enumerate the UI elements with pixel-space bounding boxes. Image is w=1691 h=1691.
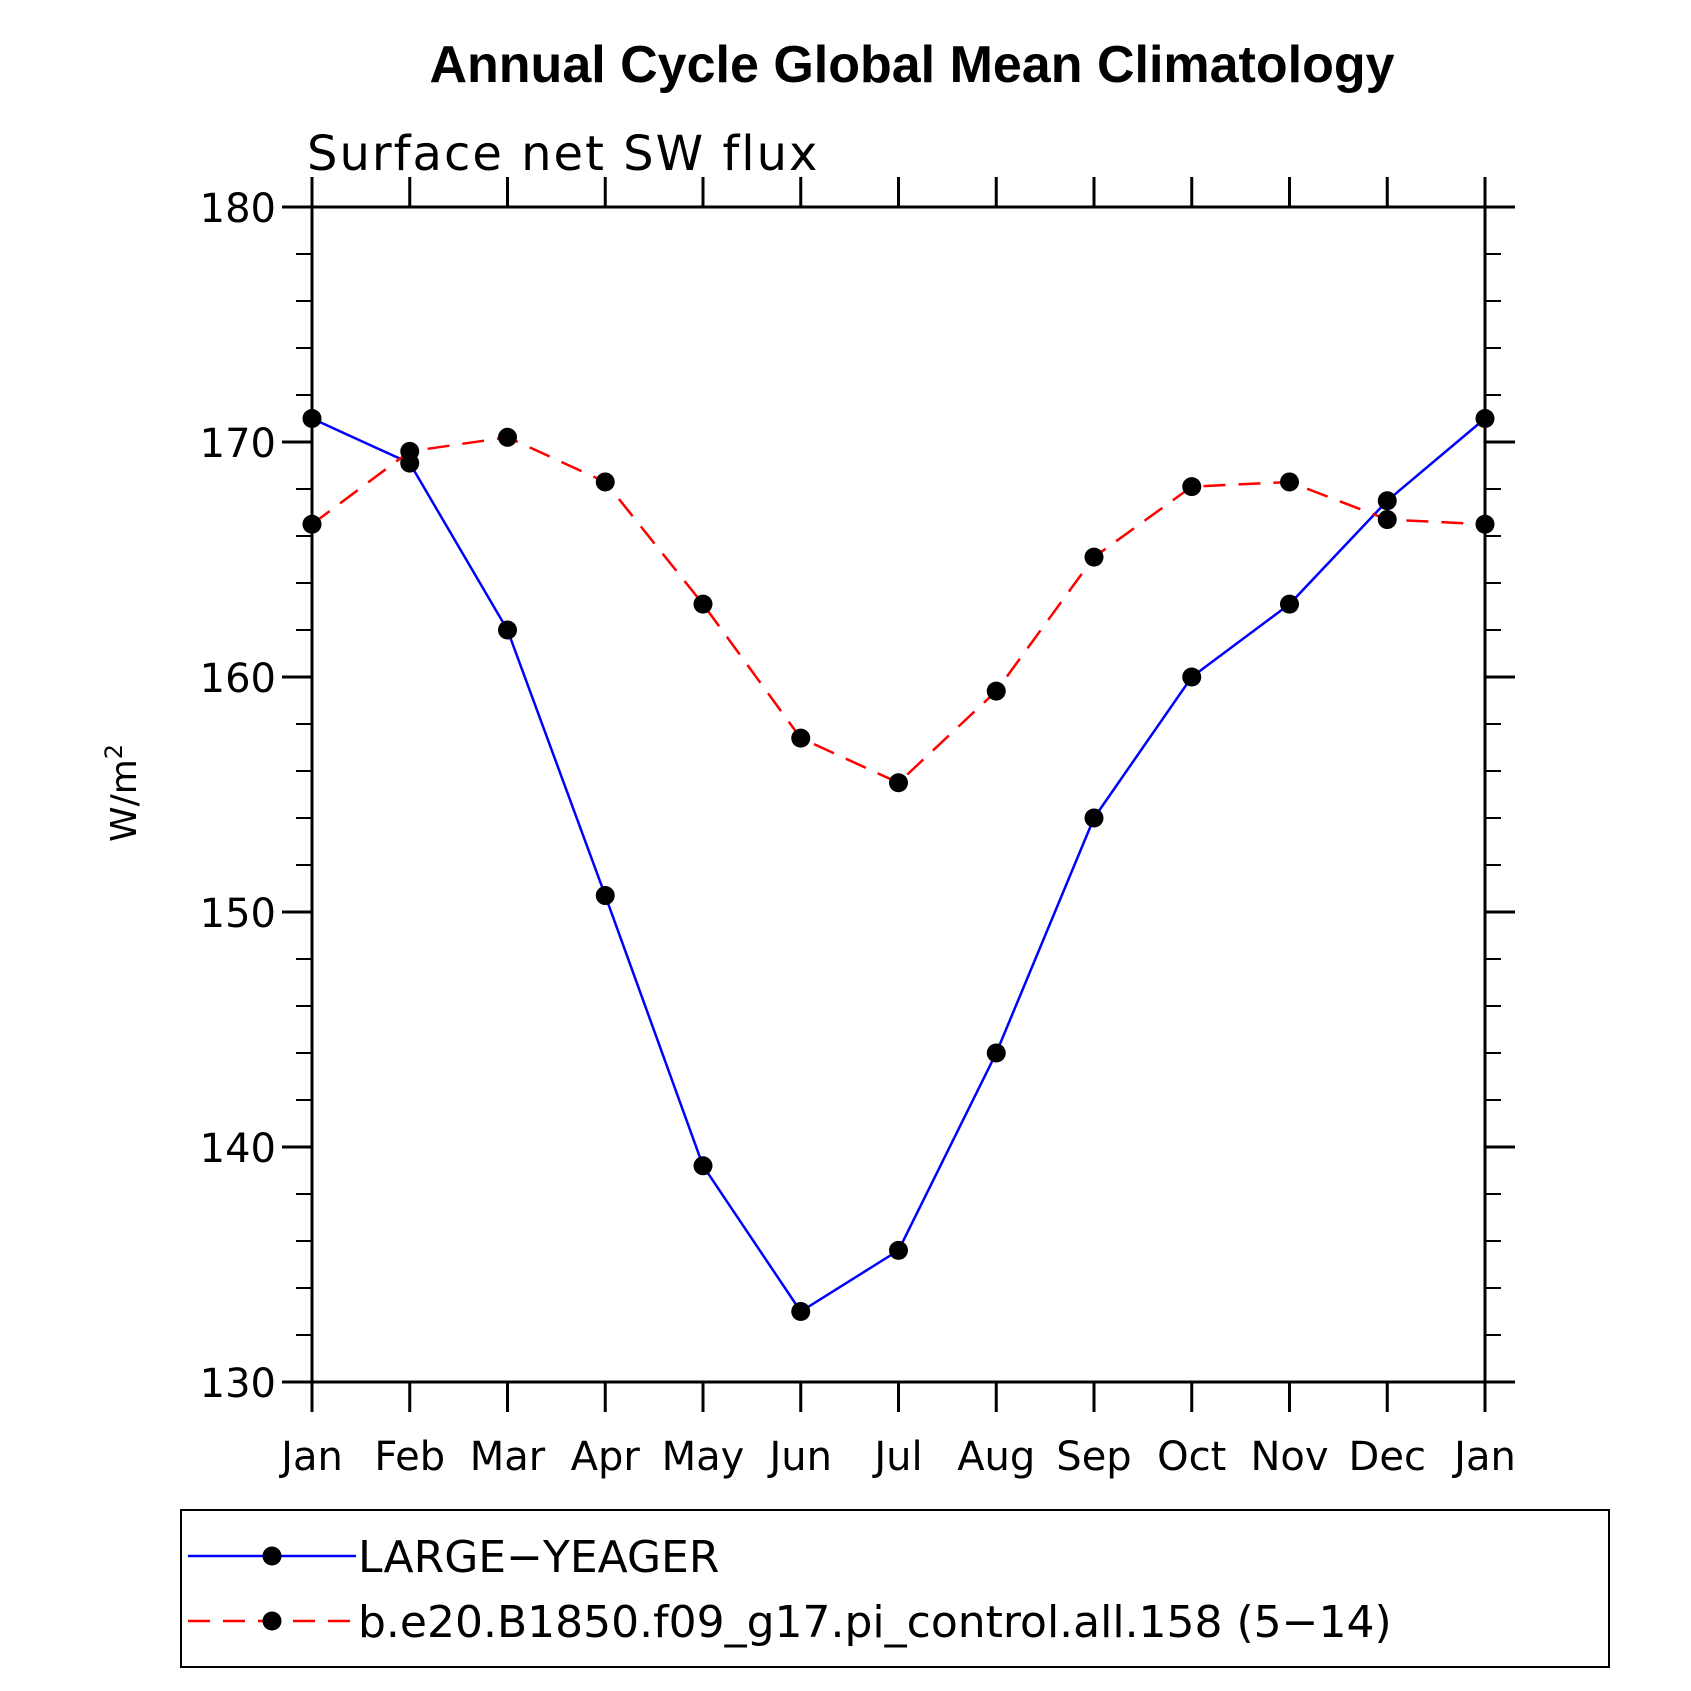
x-tick-label: Dec — [1349, 1434, 1426, 1480]
y-tick-label: 170 — [200, 421, 276, 467]
plot-series — [302, 409, 1495, 1321]
y-tick-label: 140 — [200, 1126, 276, 1172]
series-1-point — [986, 1043, 1006, 1063]
legend-marker-1 — [262, 1546, 282, 1566]
x-tick-label: Jan — [278, 1434, 343, 1480]
series-1-point — [1182, 667, 1202, 687]
x-tick-label: Feb — [374, 1434, 445, 1480]
series-2-point — [1182, 477, 1202, 497]
series-2-point — [986, 681, 1006, 701]
plot-frame — [310, 205, 1487, 1384]
legend: LARGE−YEAGER b.e20.B1850.f09_g17.pi_contr… — [188, 1532, 1392, 1648]
series-line-2 — [311, 436, 1486, 785]
y-axis-title-text: W/m — [104, 759, 145, 842]
axes: 130 140 150 160 170 180 Jan Feb Mar Apr May Jun Jul A… — [200, 177, 1516, 1480]
series-2-point — [791, 728, 811, 748]
x-tick-label: Nov — [1250, 1434, 1328, 1480]
x-tick-label: Mar — [470, 1434, 546, 1480]
x-tick-label: Jun — [767, 1434, 833, 1480]
series-1-point — [498, 620, 517, 640]
x-tick-label: Sep — [1056, 1434, 1131, 1480]
series-1-point — [302, 409, 322, 428]
x-tick-label: Jul — [871, 1434, 922, 1480]
series-2-point — [1084, 547, 1104, 567]
chart-subtitle: Surface net SW flux — [307, 126, 819, 182]
series-1-point — [595, 886, 615, 906]
legend-marker-2 — [262, 1611, 282, 1631]
y-tick-label: 150 — [200, 891, 276, 937]
series-2-point — [302, 514, 322, 534]
series-2-point — [1377, 510, 1397, 530]
series-2-point — [400, 441, 420, 461]
series-2-point — [1475, 514, 1495, 534]
series-1-point — [1475, 409, 1495, 428]
series-1-point — [693, 1156, 713, 1176]
series-line-1 — [311, 417, 1486, 1314]
series-2-point — [693, 594, 713, 614]
y-axis-title: W/m2 — [100, 744, 145, 842]
series-1-point — [1084, 808, 1104, 828]
svg-text:W/m2: W/m2 — [100, 744, 145, 842]
legend-label-1: LARGE−YEAGER — [358, 1532, 719, 1583]
y-tick-label: 180 — [200, 186, 276, 232]
x-tick-label: Apr — [571, 1434, 641, 1480]
series-2-point — [498, 427, 517, 447]
legend-box — [180, 1509, 1610, 1668]
y-tick-label: 160 — [200, 656, 276, 702]
y-tick-label: 130 — [200, 1361, 276, 1407]
series-1-point — [1280, 594, 1299, 614]
series-2-point — [595, 472, 615, 492]
chart-title: Annual Cycle Global Mean Climatology — [429, 36, 1394, 94]
x-tick-label: May — [662, 1434, 745, 1480]
y-axis-title-superscript: 2 — [100, 744, 128, 759]
x-tick-label: Oct — [1157, 1434, 1226, 1480]
series-2-point — [1280, 472, 1299, 492]
series-2-point — [889, 773, 908, 793]
series-1-point — [1377, 491, 1397, 511]
series-1-point — [889, 1240, 908, 1260]
legend-label-2: b.e20.B1850.f09_g17.pi_control.all.158 (… — [358, 1597, 1392, 1648]
x-tick-label: Aug — [957, 1434, 1035, 1480]
x-tick-label: Jan — [1451, 1434, 1516, 1480]
series-1-point — [791, 1302, 811, 1321]
